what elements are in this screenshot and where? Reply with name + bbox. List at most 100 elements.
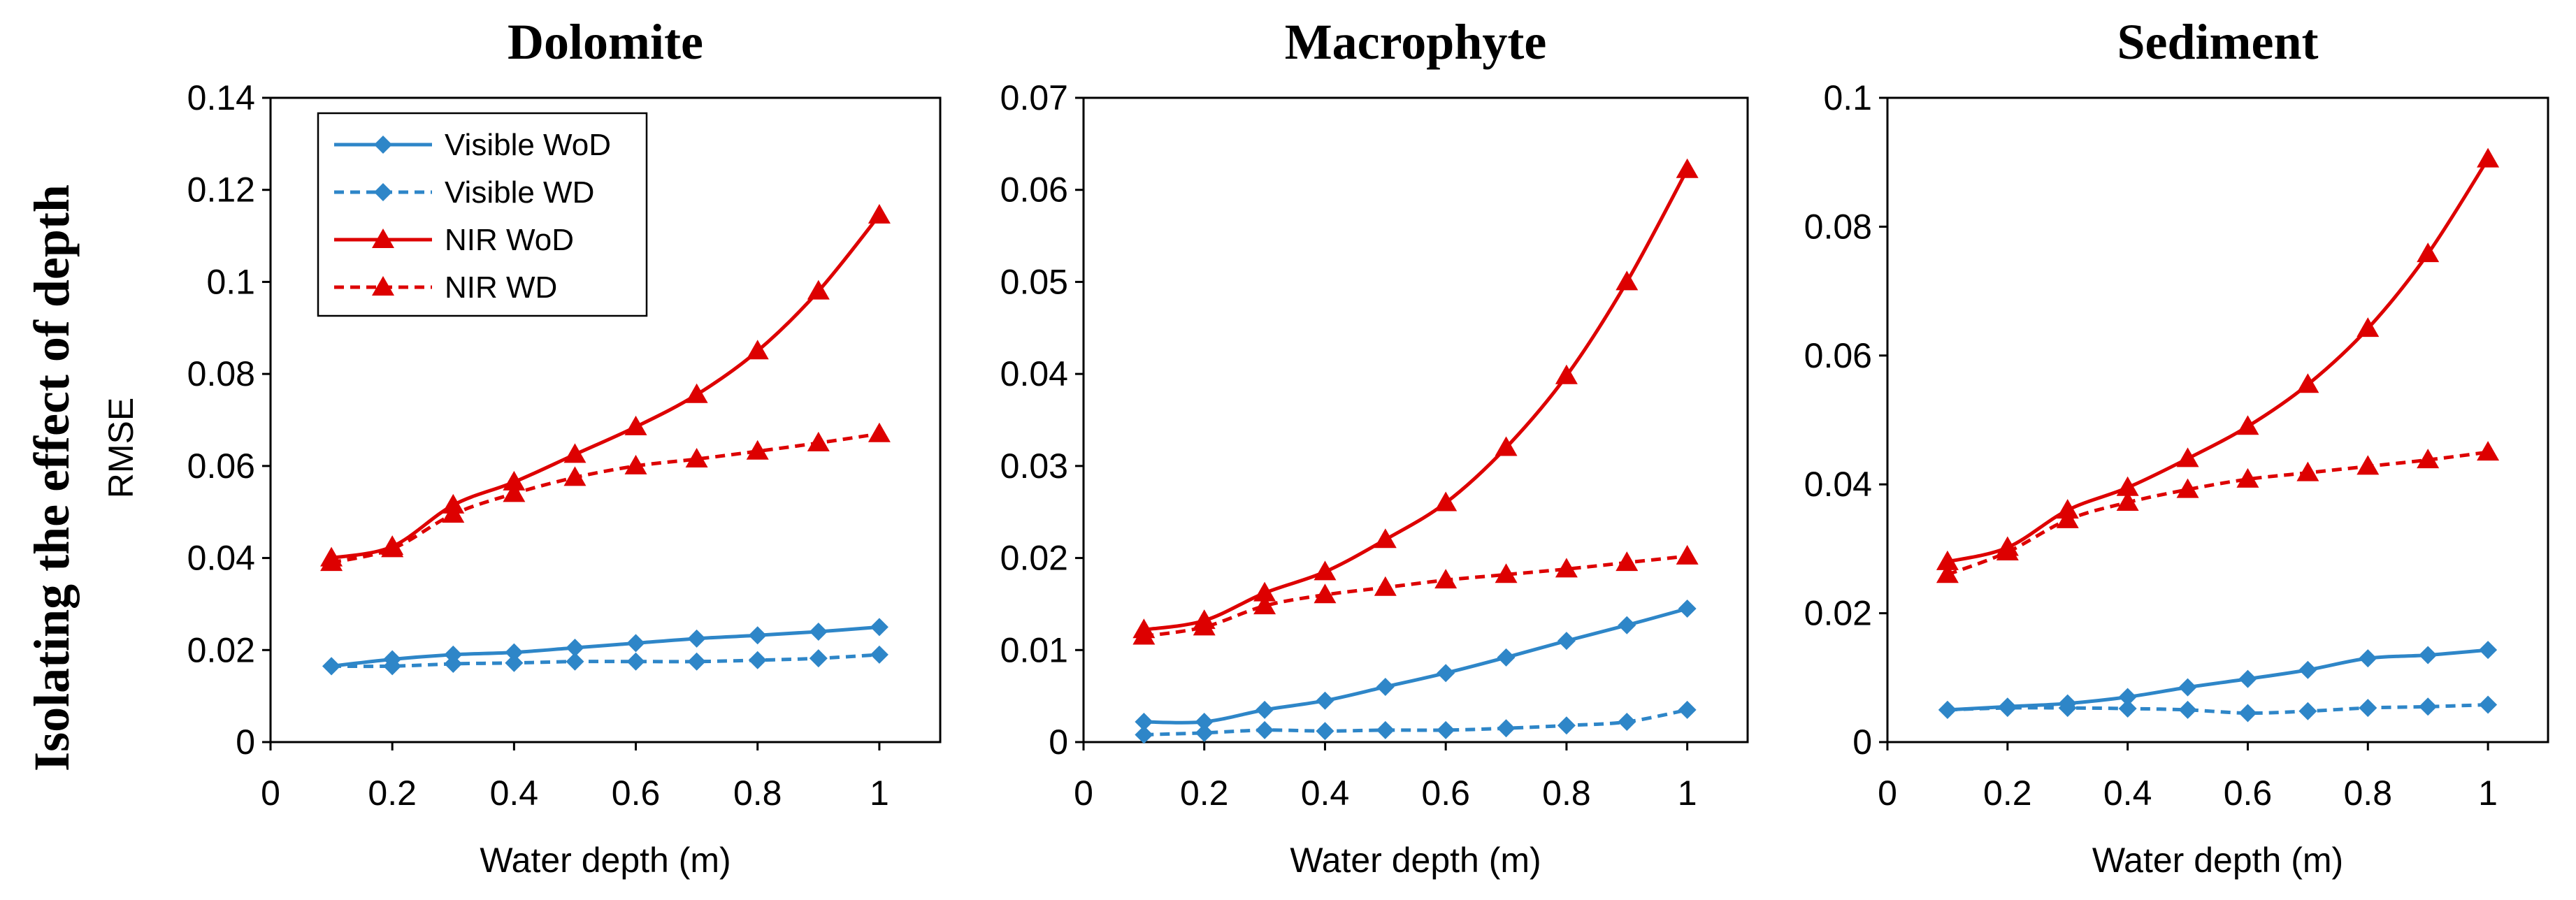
data-point (2118, 688, 2137, 706)
series-nir-wod (1132, 158, 1699, 639)
plot-area (1886, 96, 2549, 743)
data-point (1135, 725, 1153, 744)
data-point (687, 652, 706, 671)
data-point (2298, 702, 2317, 720)
data-point (1676, 158, 1699, 178)
data-point (2298, 660, 2317, 679)
series-visible-wod (322, 618, 888, 676)
data-point (1938, 700, 1957, 719)
data-point (624, 454, 647, 474)
data-point (563, 466, 587, 486)
data-point (2477, 441, 2500, 461)
panel-title: Macrophyte (1285, 14, 1547, 70)
data-point (505, 643, 524, 662)
y-tick-label: 0.08 (187, 354, 255, 393)
data-point (2477, 147, 2500, 168)
chart-panel-macrophyte: Macrophyte 0 0.01 0.02 0.03 0.04 0.05 0.06 0.07 0… (1000, 14, 1749, 880)
y-tick-label: 0 (1852, 723, 1872, 762)
data-point (1555, 364, 1578, 384)
x-tick-label: 0.4 (1301, 774, 1350, 813)
series-line (1947, 703, 2489, 716)
y-tick-label: 0.03 (1000, 447, 1068, 486)
y-tick-label: 0 (1049, 723, 1068, 762)
data-point (2359, 649, 2377, 668)
data-point (1195, 723, 1214, 742)
data-point (381, 537, 404, 558)
data-point (807, 280, 830, 300)
series-line (1947, 450, 2489, 576)
data-point (320, 551, 343, 572)
y-tick-label: 0.06 (1804, 336, 1872, 375)
y-tick-label: 0.14 (187, 78, 255, 117)
x-tick-label: 0.2 (368, 774, 417, 813)
series-line (331, 653, 880, 669)
chart-panels: Dolomite 0 0.02 0.04 0.06 0.08 0.1 0.12 0.14 0 0.2… (101, 14, 2549, 880)
y-tick-label: 0.02 (1804, 594, 1872, 633)
x-tick-label: 0 (1878, 774, 1897, 813)
x-tick-label: 1 (1678, 774, 1697, 813)
data-point (748, 626, 767, 645)
data-point (2056, 508, 2079, 528)
data-point (1437, 720, 1455, 739)
data-point (2417, 242, 2440, 263)
data-point (2356, 317, 2380, 338)
legend: Visible WoD Visible WD NIR WoD NIR WD (317, 112, 648, 317)
y-tick-label: 0.1 (1823, 78, 1872, 117)
y-tick-label: 0.04 (1000, 354, 1068, 393)
data-point (1374, 576, 1397, 596)
data-point (383, 657, 402, 676)
data-point (442, 503, 465, 523)
data-point (2296, 373, 2319, 393)
series-nir-wd (1132, 544, 1699, 645)
chart-panel-dolomite: Dolomite 0 0.02 0.04 0.06 0.08 0.1 0.12 0.14 0 0.2… (101, 14, 942, 880)
data-point (1618, 616, 1636, 634)
y-tick-label: 0.01 (1000, 630, 1068, 669)
data-point (2058, 699, 2077, 718)
data-point (1495, 563, 1518, 583)
data-point (870, 645, 888, 664)
data-point (1996, 541, 2019, 561)
series-visible-wod (1135, 600, 1697, 732)
data-point (1936, 550, 1959, 570)
data-point (2176, 478, 2199, 498)
data-point (1557, 632, 1576, 651)
y-tick-label: 0.08 (1804, 207, 1872, 246)
y-tick-label: 0.05 (1000, 262, 1068, 301)
data-point (2238, 704, 2257, 723)
x-tick-label: 0.8 (733, 774, 782, 813)
data-point (746, 440, 769, 460)
legend-label: Visible WD (445, 175, 594, 210)
data-point (566, 638, 584, 657)
data-point (1193, 616, 1216, 636)
data-point (626, 634, 645, 653)
data-point (566, 652, 584, 671)
series-line (1947, 158, 2490, 564)
data-point (626, 652, 645, 671)
legend-entry-visible-wod: Visible WoD (334, 128, 611, 162)
data-point (1998, 699, 2017, 718)
x-axis-label: Water depth (m) (2092, 841, 2343, 880)
row-label: Isolating the effect of depth (24, 184, 80, 771)
series-visible-wd (1938, 695, 2498, 723)
x-tick-label: 0.4 (490, 774, 539, 813)
data-point (2116, 476, 2139, 496)
data-point (2417, 449, 2440, 469)
data-point (2359, 699, 2377, 718)
panel-title: Sediment (2117, 14, 2319, 70)
data-point (748, 651, 767, 669)
data-point (1253, 595, 1276, 615)
data-point (1195, 713, 1214, 732)
data-point (685, 383, 708, 403)
data-point (870, 618, 888, 637)
legend-box (317, 112, 648, 317)
y-tick-label: 0.1 (206, 262, 255, 301)
x-tick-label: 1 (2478, 774, 2498, 813)
data-point (807, 431, 830, 451)
data-point (1255, 720, 1274, 739)
legend-label: NIR WoD (445, 223, 574, 257)
data-point (809, 649, 828, 668)
data-point (1437, 664, 1455, 683)
data-point (1253, 581, 1276, 602)
series-line (1143, 168, 1689, 632)
